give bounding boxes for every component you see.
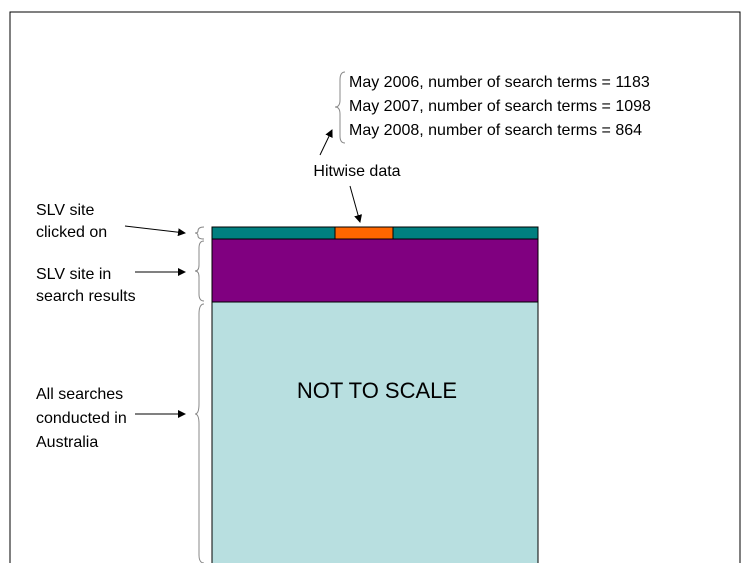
brace (194, 226, 205, 240)
search-results-box (211, 238, 539, 303)
brace (334, 71, 346, 144)
label: clicked on (36, 224, 107, 241)
box-label: NOT TO SCALE (297, 378, 457, 403)
label: search results (36, 288, 136, 305)
all-searches-box (211, 301, 539, 563)
source-label: Hitwise data (313, 163, 400, 180)
label: SLV site in (36, 266, 111, 283)
frame (9, 11, 741, 563)
search-terms-line: May 2007, number of search terms = 1098 (349, 98, 651, 115)
arrow (349, 185, 362, 223)
label: conducted in (36, 410, 127, 427)
label: Australia (36, 434, 98, 451)
label: SLV site (36, 202, 95, 219)
search-terms-line: May 2006, number of search terms = 1183 (349, 74, 650, 91)
search-terms-line: May 2008, number of search terms = 864 (349, 122, 642, 139)
hitwise-box (334, 226, 394, 240)
brace (194, 240, 205, 302)
arrow (124, 225, 186, 237)
label: All searches (36, 386, 123, 403)
brace (194, 303, 205, 563)
arrow (319, 129, 333, 156)
